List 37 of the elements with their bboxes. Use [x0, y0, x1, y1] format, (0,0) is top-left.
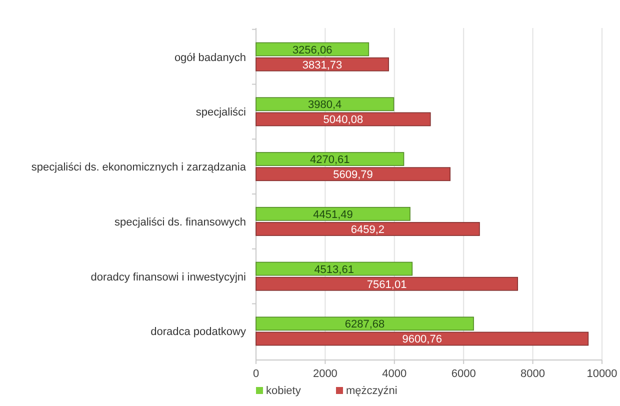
legend-label: mężczyźni — [346, 385, 398, 397]
y-tick-label: doradca podatkowy — [150, 326, 246, 338]
data-label: 6459,2 — [350, 224, 385, 236]
data-label: 3256,06 — [292, 44, 332, 56]
bar — [256, 152, 404, 166]
data-label: 3831,73 — [302, 59, 342, 72]
data-label: 5040,08 — [323, 114, 364, 126]
bar — [256, 206, 410, 221]
y-tick-label: specjaliści ds. finansowych — [114, 216, 246, 228]
data-label: 5609,79 — [333, 169, 373, 182]
data-label: 9600,76 — [402, 334, 442, 346]
x-tick-label: 8000 — [520, 368, 546, 380]
bar — [256, 262, 413, 276]
bar — [256, 222, 480, 236]
data-label: 7561,01 — [366, 278, 407, 291]
x-tick-label: 2000 — [312, 368, 338, 380]
x-tick-label: 10000 — [586, 368, 618, 380]
data-label: 4270,61 — [310, 154, 350, 166]
bar — [256, 276, 518, 291]
y-tick-label: doradcy finansowi i inwestycyjni — [90, 271, 246, 284]
data-label: 4451,49 — [313, 208, 353, 221]
bar — [256, 316, 474, 331]
data-label: 3980,4 — [308, 99, 342, 112]
legend-label: kobiety — [266, 385, 302, 397]
bar — [256, 332, 589, 346]
bar — [256, 97, 394, 112]
y-tick-label: specjaliści — [196, 106, 246, 119]
y-tick-label: ogół badanych — [174, 52, 246, 64]
data-label: 6287,68 — [344, 318, 385, 331]
bar — [256, 57, 389, 72]
y-tick-label: specjaliści ds. ekonomicznych i zarządzania — [31, 162, 247, 174]
bar — [256, 167, 450, 182]
x-tick-label: 0 — [252, 368, 260, 380]
data-label: 4513,61 — [314, 264, 354, 276]
x-tick-label: 4000 — [382, 368, 407, 380]
bar — [256, 112, 431, 126]
x-tick-label: 6000 — [451, 368, 476, 380]
